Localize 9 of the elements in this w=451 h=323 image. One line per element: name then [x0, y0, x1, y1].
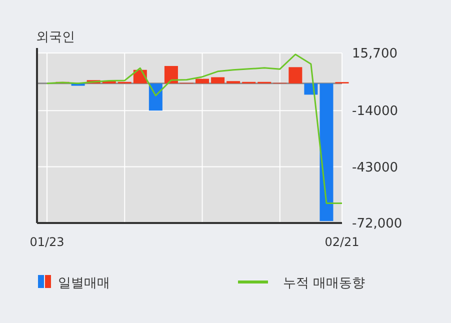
- x-tick-label: 02/21: [324, 235, 360, 249]
- y-tick-label: -43000: [352, 160, 398, 176]
- x-tick-label: 01/23: [30, 235, 64, 249]
- y-tick-label: -72,000: [352, 216, 402, 232]
- chart-title: 외국인: [36, 30, 75, 45]
- legend-label: 누적 매매동향: [283, 276, 366, 291]
- y-tick-label: -14000: [352, 104, 398, 120]
- legend-label: 일별매매: [58, 276, 110, 291]
- y-tick-label: 15,700: [352, 46, 398, 62]
